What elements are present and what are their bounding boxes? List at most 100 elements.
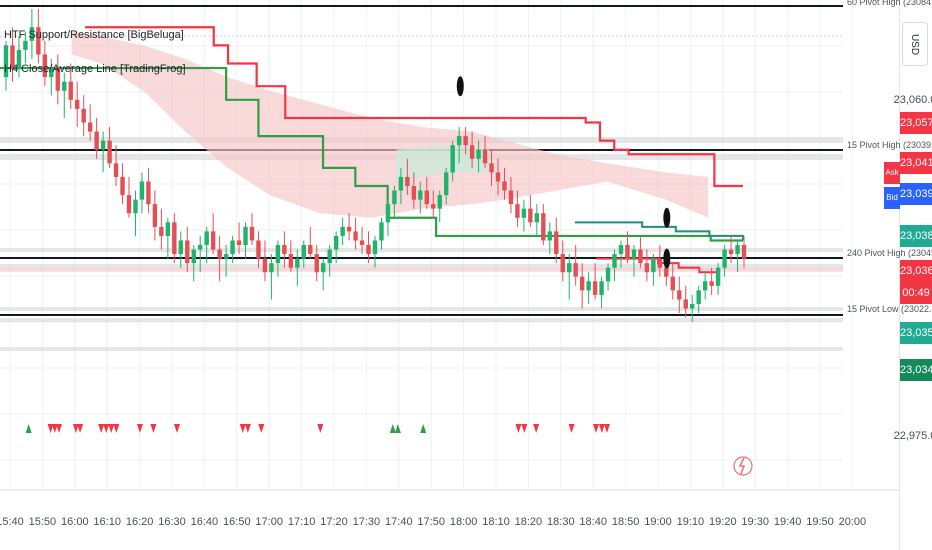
candle-body-67 — [437, 195, 442, 209]
candle-body-94 — [612, 254, 617, 268]
lightning-circle — [733, 456, 753, 476]
candle-body-4 — [29, 27, 35, 41]
x-tick-label-7: 16:50 — [223, 516, 251, 528]
x-tick-label-9: 17:10 — [288, 516, 316, 528]
candle-body-54 — [353, 231, 358, 241]
candle-body-86 — [560, 254, 565, 273]
signal-up-0 — [25, 424, 32, 433]
signal-down-5 — [98, 424, 105, 433]
candle-body-19 — [126, 195, 132, 214]
x-tick-label-18: 18:40 — [579, 516, 607, 528]
candle-body-104 — [677, 290, 682, 300]
pivot-band-6 — [0, 347, 843, 351]
signal-down-4 — [77, 424, 84, 433]
markers-group — [456, 76, 671, 269]
pivot-band-2 — [0, 248, 843, 252]
signal-down-19 — [568, 424, 575, 433]
signal-down-13 — [244, 424, 251, 433]
signal-down-18 — [533, 424, 540, 433]
candle-body-69 — [450, 145, 455, 173]
signal-down-3 — [72, 424, 79, 433]
series-green-line — [0, 66, 743, 242]
candle-body-62 — [405, 176, 410, 187]
candle-body-88 — [573, 263, 578, 277]
x-tick-label-6: 16:40 — [191, 516, 219, 528]
candle-body-36 — [236, 240, 242, 245]
candle-body-90 — [586, 281, 591, 291]
x-tick-label-23: 19:30 — [741, 516, 769, 528]
signal-down-22 — [603, 424, 610, 433]
candle-body-12 — [81, 108, 86, 123]
x-tick-label-11: 17:30 — [353, 516, 381, 528]
candle-body-53 — [346, 226, 352, 232]
candle-body-22 — [146, 181, 151, 205]
signals-group — [25, 424, 610, 433]
currency-button[interactable]: USD — [902, 22, 928, 66]
indicator-legend-support-resistance[interactable]: HTF Support/Resistance [BigBeluga] — [4, 29, 184, 41]
time-axis-background — [0, 490, 900, 550]
candle-body-74 — [482, 149, 488, 164]
signal-down-1 — [51, 424, 58, 433]
price-label-1: 23,057.2 — [900, 112, 932, 134]
candle-body-8 — [55, 68, 60, 91]
signal-down-11 — [174, 424, 181, 433]
signal-down-16 — [515, 424, 522, 433]
x-tick-label-10: 17:20 — [320, 516, 348, 528]
x-tick-label-26: 20:00 — [839, 516, 867, 528]
candle-body-18 — [120, 176, 125, 196]
candle-body-112 — [728, 249, 734, 255]
candle-body-50 — [327, 249, 332, 264]
marker-1 — [663, 207, 671, 228]
signal-up-3 — [420, 424, 427, 433]
y-axis: 23,060.0 22,975.0 — [894, 94, 932, 442]
candle-body-61 — [398, 176, 404, 191]
candle-body-109 — [709, 281, 714, 286]
candle-body-33 — [217, 249, 222, 259]
candle-body-56 — [366, 245, 371, 255]
candle-body-92 — [599, 281, 604, 295]
candle-body-27 — [178, 240, 183, 255]
x-tick-label-24: 19:40 — [774, 516, 802, 528]
candle-body-39 — [256, 240, 261, 259]
candle-body-76 — [495, 172, 501, 182]
candle-body-31 — [204, 231, 209, 245]
candle-body-43 — [282, 245, 287, 255]
price-label-2: 23,041.6 — [900, 152, 932, 174]
candle-body-57 — [372, 240, 378, 255]
pivot-label-3: 15 Pivot Low (23022.3) — [847, 304, 932, 314]
candle-body-82 — [534, 213, 540, 223]
series-upper-red-line — [85, 26, 743, 188]
series-teal-line — [575, 221, 744, 241]
candle-body-78 — [508, 190, 514, 205]
signal-down-17 — [521, 424, 528, 433]
candle-body-65 — [424, 190, 429, 205]
candle-body-114 — [741, 245, 747, 259]
candles-group — [3, 9, 747, 323]
candle-body-26 — [172, 222, 177, 255]
candle-body-75 — [489, 163, 494, 173]
candle-body-77 — [502, 181, 507, 191]
candle-body-83 — [541, 213, 546, 241]
candle-body-63 — [411, 186, 417, 200]
x-tick-label-3: 16:10 — [93, 516, 121, 528]
price-label-5: 23,036.8 — [900, 260, 932, 282]
candle-body-84 — [547, 231, 552, 241]
signal-down-7 — [108, 424, 115, 433]
marker-0 — [456, 76, 464, 97]
candle-body-108 — [702, 281, 708, 291]
candle-body-60 — [392, 190, 397, 205]
candle-body-49 — [321, 263, 326, 273]
candle-body-44 — [288, 254, 294, 268]
candle-body-17 — [113, 163, 119, 177]
candle-body-10 — [68, 81, 73, 100]
candle-body-64 — [418, 190, 423, 200]
candle-body-95 — [618, 245, 624, 255]
candle-body-55 — [359, 240, 365, 245]
candle-body-23 — [152, 204, 158, 227]
candle-body-68 — [444, 172, 449, 196]
signal-down-9 — [136, 424, 143, 433]
candle-body-113 — [735, 245, 740, 255]
signal-down-12 — [239, 424, 246, 433]
indicator-legend-second-indicator[interactable]: H4 Close/Average Line [TradingFrog] — [4, 63, 186, 75]
